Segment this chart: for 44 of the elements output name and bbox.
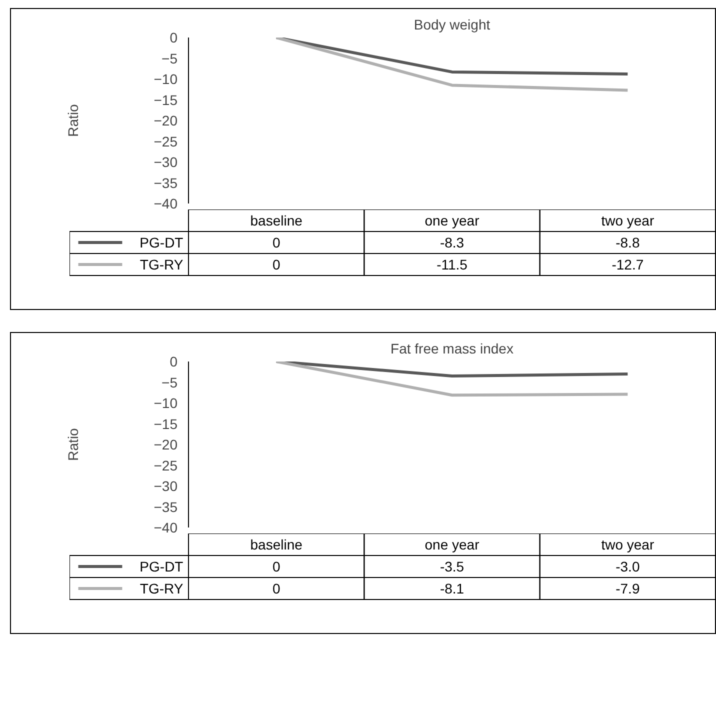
data-label: -3.0 <box>616 558 640 574</box>
data-label: 0 <box>272 234 280 250</box>
x-tick-label: two year <box>601 536 654 552</box>
y-tick-label: −15 <box>154 92 178 108</box>
data-label: 0 <box>272 558 280 574</box>
y-tick-label: −35 <box>154 174 178 191</box>
data-label: 0 <box>272 580 280 596</box>
legend-label: TG-RY <box>140 256 184 272</box>
y-tick-label: 0 <box>170 354 178 370</box>
y-tick-label: −10 <box>154 71 178 87</box>
y-tick-label: −10 <box>154 395 178 411</box>
data-label: -8.3 <box>440 234 464 250</box>
chart-title: Fat free mass index <box>390 340 514 356</box>
y-tick-label: −5 <box>162 374 178 390</box>
y-tick-label: −20 <box>154 436 178 452</box>
y-tick-label: −20 <box>154 112 178 128</box>
legend-label: PG-DT <box>140 234 184 250</box>
x-tick-label: one year <box>424 536 480 552</box>
y-tick-label: −25 <box>154 133 178 150</box>
legend-label: PG-DT <box>140 558 184 574</box>
x-tick-label: baseline <box>250 536 303 552</box>
data-label: -11.5 <box>436 256 468 272</box>
y-axis-title: Ratio <box>64 104 81 137</box>
data-label: 0 <box>272 256 280 272</box>
x-tick-label: one year <box>424 212 480 228</box>
x-tick-label: two year <box>601 212 654 228</box>
y-tick-label: −15 <box>154 416 178 432</box>
data-label: -8.8 <box>616 234 640 250</box>
data-label: -7.9 <box>616 580 640 596</box>
y-tick-label: 0 <box>170 30 178 46</box>
y-tick-label: −40 <box>154 196 178 212</box>
y-tick-label: −35 <box>154 498 178 515</box>
data-label: -3.5 <box>440 558 464 574</box>
y-tick-label: −30 <box>154 478 178 494</box>
data-label: -8.1 <box>440 580 464 596</box>
x-tick-label: baseline <box>250 212 303 228</box>
y-tick-label: −5 <box>162 50 178 66</box>
legend-label: TG-RY <box>140 580 184 596</box>
chart-title: Body weight <box>414 16 490 32</box>
y-tick-label: −30 <box>154 154 178 170</box>
y-tick-label: −40 <box>154 520 178 536</box>
data-label: -12.7 <box>612 256 644 272</box>
y-tick-label: −25 <box>154 457 178 474</box>
y-axis-title: Ratio <box>64 428 81 461</box>
